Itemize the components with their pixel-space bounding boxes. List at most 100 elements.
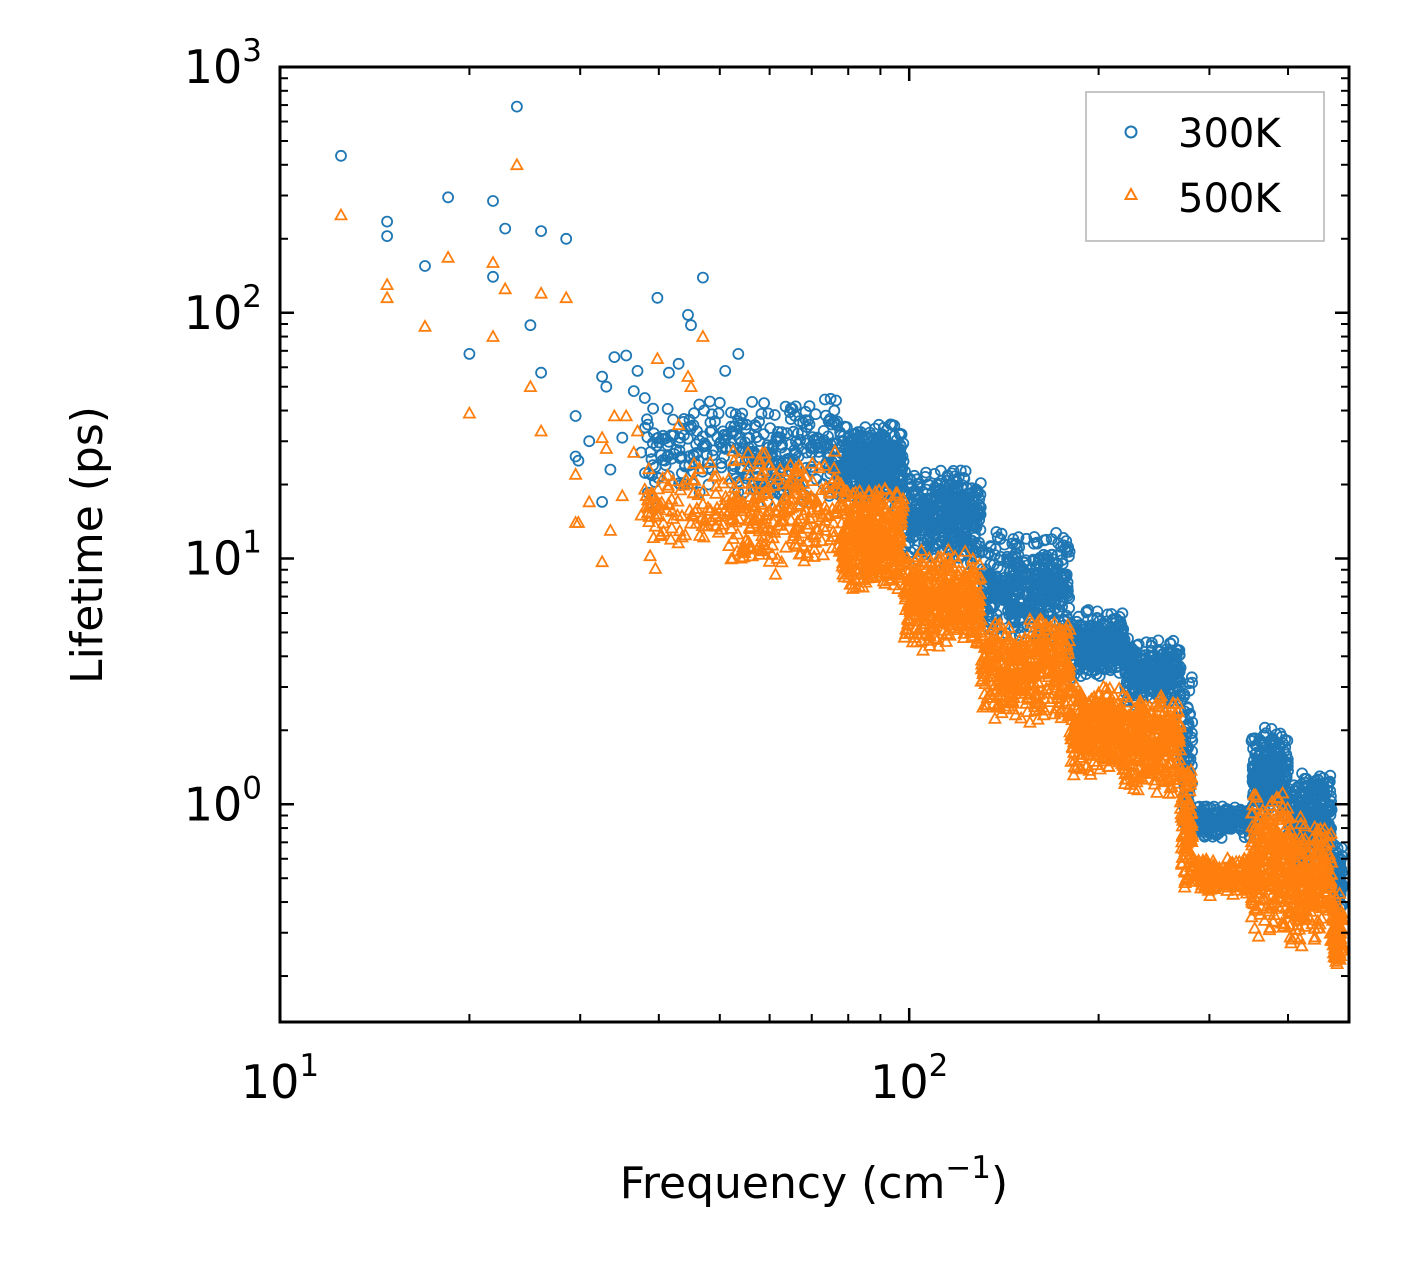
point-300k (908, 524, 921, 537)
point-300k (922, 519, 935, 531)
point-300k (616, 431, 629, 444)
point-300k (583, 435, 596, 448)
point-300k (975, 546, 988, 559)
point-300k (1028, 531, 1041, 543)
point-300k (1005, 606, 1017, 619)
point-300k (1040, 575, 1052, 587)
point-300k (819, 393, 831, 406)
point-300k (724, 441, 737, 454)
point-300k (817, 424, 830, 437)
point-300k (641, 413, 653, 426)
point-300k (1076, 657, 1088, 670)
point-300k (843, 441, 855, 454)
point-300k (885, 465, 897, 478)
point-300k (959, 500, 972, 513)
point-300k (928, 481, 941, 494)
point-300k (631, 364, 644, 377)
point-300k (862, 446, 874, 459)
point-300k (999, 594, 1012, 607)
point-300k (419, 260, 431, 272)
point-300k (673, 444, 686, 457)
point-300k (535, 366, 547, 379)
point-300k (1006, 598, 1019, 610)
point-300k (1043, 600, 1055, 613)
point-300k (600, 380, 613, 393)
point-300k (644, 446, 657, 458)
point-300k (1013, 541, 1026, 554)
point-300k (707, 444, 720, 457)
point-300k (1028, 537, 1040, 550)
point-300k (719, 364, 732, 377)
point-300k (958, 472, 971, 485)
point-300k (854, 479, 866, 492)
point-300k (837, 448, 850, 461)
point-300k (1080, 606, 1093, 619)
point-300k (757, 428, 770, 441)
point-300k (941, 484, 954, 497)
point-300k (988, 599, 1001, 611)
point-300k (620, 349, 633, 362)
point-300k (647, 402, 659, 415)
point-300k (775, 457, 788, 470)
point-300k (911, 499, 923, 512)
point-300k (732, 415, 745, 428)
point-300k (829, 416, 841, 429)
point-300k (762, 407, 775, 420)
point-300k (663, 366, 675, 379)
point-300k (1001, 553, 1013, 565)
point-300k (984, 568, 997, 581)
point-300k (596, 495, 608, 508)
point-300k (645, 453, 658, 466)
point-300k (920, 466, 932, 479)
point-300k (1049, 602, 1062, 615)
point-300k (884, 418, 897, 431)
point-300k (627, 385, 640, 398)
point-300k (950, 512, 962, 525)
point-300k (949, 484, 961, 497)
point-300k (638, 392, 651, 404)
point-300k (969, 484, 982, 497)
point-300k (1061, 543, 1074, 556)
point-300k (1050, 563, 1063, 576)
point-300k (685, 420, 697, 433)
point-300k (799, 414, 812, 427)
point-300k (872, 451, 885, 464)
point-300k (524, 319, 537, 332)
point-300k (991, 531, 1004, 544)
point-300k (809, 408, 822, 421)
point-300k (918, 537, 931, 550)
point-300k (982, 546, 995, 559)
point-300k (732, 347, 745, 360)
point-300k (822, 447, 835, 460)
point-300k (596, 370, 608, 383)
point-300k (994, 533, 1007, 545)
point-300k (1056, 554, 1068, 567)
point-300k (685, 319, 697, 332)
point-300k (767, 440, 779, 453)
point-300k (608, 351, 621, 364)
point-300k (511, 100, 523, 113)
point-300k (863, 426, 876, 439)
point-300k (1034, 601, 1047, 614)
point-300k (726, 427, 739, 440)
point-300k (1028, 604, 1041, 617)
point-300k (955, 534, 968, 546)
point-300k (381, 215, 394, 228)
point-300k (487, 195, 499, 207)
point-300k (959, 465, 972, 478)
point-300k (788, 444, 801, 456)
point-300k (696, 440, 709, 453)
point-300k (1006, 537, 1019, 550)
point-300k (784, 406, 796, 419)
point-300k (1013, 594, 1026, 607)
point-300k (922, 478, 934, 491)
point-300k (775, 426, 788, 439)
point-300k (642, 418, 654, 431)
point-300k (729, 408, 742, 421)
point-300k (1045, 549, 1058, 561)
point-300k (1063, 602, 1075, 614)
point-300k (1060, 535, 1073, 547)
point-300k (705, 424, 718, 437)
point-300k (712, 407, 725, 420)
